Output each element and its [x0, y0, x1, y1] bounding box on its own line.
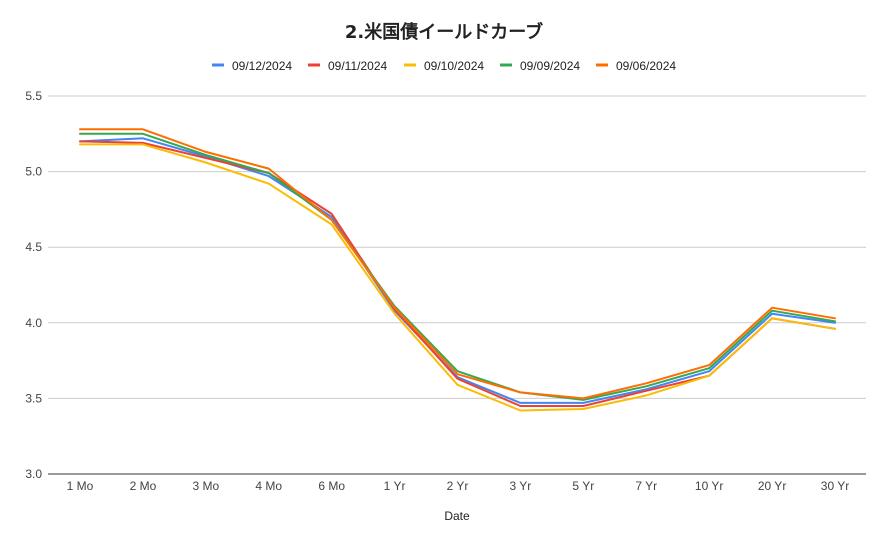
x-tick-label: 5 Yr — [572, 479, 594, 493]
y-tick-label: 5.5 — [25, 89, 42, 103]
series-line-09-06-2024 — [79, 128, 836, 400]
series-line-09-12-2024 — [79, 137, 836, 404]
x-tick-label: 1 Yr — [384, 479, 406, 493]
legend-label: 09/11/2024 — [328, 59, 387, 73]
x-axis-title: Date — [444, 509, 470, 523]
y-tick-label: 4.0 — [25, 316, 42, 330]
x-axis-tick-labels: 1 Mo 2 Mo 3 Mo 4 Mo 6 Mo 1 Yr 2 Yr 3 Yr 5 Yr 7 Yr… — [67, 479, 850, 493]
x-tick-label: 1 Mo — [67, 479, 94, 493]
x-tick-label: 3 Yr — [510, 479, 532, 493]
x-tick-label: 4 Mo — [255, 479, 282, 493]
series-line-09-10-2024 — [79, 143, 836, 412]
x-tick-label: 2 Mo — [130, 479, 157, 493]
series-lines — [79, 128, 836, 412]
series-line-09-09-2024 — [79, 132, 836, 401]
y-axis-tick-labels: 3.0 3.5 4.0 4.5 5.0 5.5 — [25, 89, 42, 481]
legend-label: 09/09/2024 — [520, 59, 580, 73]
x-tick-label: 3 Mo — [192, 479, 219, 493]
legend-label: 09/06/2024 — [616, 59, 676, 73]
x-tick-label: 7 Yr — [635, 479, 657, 493]
chart-legend: 09/12/2024 09/11/2024 09/10/2024 09/09/2024… — [212, 59, 676, 73]
y-tick-label: 4.5 — [25, 240, 42, 254]
y-gridlines — [48, 95, 866, 475]
y-tick-label: 5.0 — [25, 165, 42, 179]
y-tick-label: 3.5 — [25, 391, 42, 405]
x-tick-label: 2 Yr — [447, 479, 469, 493]
x-tick-label: 20 Yr — [758, 479, 786, 493]
legend-label: 09/10/2024 — [424, 59, 484, 73]
x-tick-label: 10 Yr — [695, 479, 723, 493]
chart-title: 2.米国債イールドカーブ — [345, 21, 543, 43]
y-tick-label: 3.0 — [25, 467, 42, 481]
x-tick-label: 6 Mo — [318, 479, 345, 493]
x-tick-label: 30 Yr — [821, 479, 849, 493]
legend-label: 09/12/2024 — [232, 59, 292, 73]
